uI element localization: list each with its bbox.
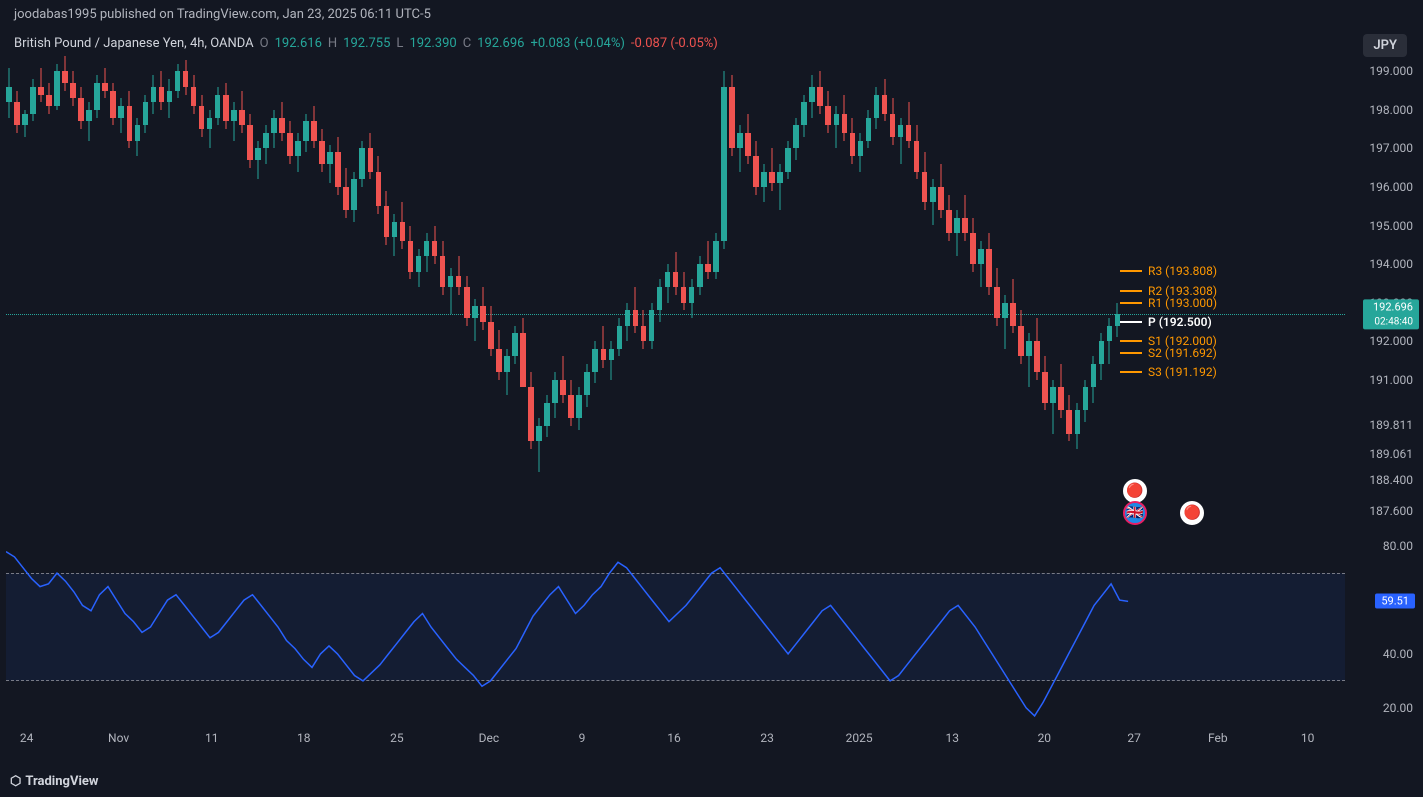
price-tick: 196.000 <box>1369 180 1413 194</box>
time-tick: 11 <box>205 731 219 745</box>
time-tick: 13 <box>946 731 960 745</box>
change-pos: +0.083 (+0.04%) <box>530 36 624 51</box>
price-tick: 199.000 <box>1369 64 1413 78</box>
time-tick: 20 <box>1038 731 1052 745</box>
ohlc-low: 192.390 <box>409 36 456 51</box>
time-tick: 16 <box>667 731 681 745</box>
price-tick: 197.000 <box>1369 141 1413 155</box>
time-tick: Nov <box>108 731 129 745</box>
pivot-level: R3 (193.808) <box>1120 264 1217 278</box>
symbol-name: British Pound / Japanese Yen, 4h, OANDA <box>14 36 254 51</box>
time-tick: 23 <box>760 731 774 745</box>
symbol-info: British Pound / Japanese Yen, 4h, OANDA … <box>14 36 718 51</box>
price-tick: 187.600 <box>1369 504 1413 518</box>
event-flag-icon: 🔴 <box>1180 501 1204 525</box>
time-tick: Feb <box>1208 731 1228 745</box>
price-tick: 191.000 <box>1369 373 1413 387</box>
change-neg: -0.087 (-0.05%) <box>631 36 718 51</box>
tv-icon: ⬡ <box>10 774 21 789</box>
time-tick: 27 <box>1127 731 1141 745</box>
price-tick: 195.000 <box>1369 219 1413 233</box>
chart-area[interactable]: 199.000198.000197.000196.000195.000194.0… <box>6 56 1345 729</box>
current-price-badge: 192.69602:48:40 <box>1363 300 1419 329</box>
price-pane[interactable]: 199.000198.000197.000196.000195.000194.0… <box>6 56 1345 526</box>
tradingview-logo: ⬡ TradingView <box>10 774 98 789</box>
time-tick: 24 <box>20 731 34 745</box>
ohlc-open: 192.616 <box>275 36 322 51</box>
time-axis[interactable]: 24 Nov 11 18 25 Dec 9 16 23 2025 13 20 27 Feb 10 <box>6 731 1345 751</box>
price-tick: 192.000 <box>1369 334 1413 348</box>
publish-text: joodabas1995 published on TradingView.co… <box>14 7 431 22</box>
pivot-level: P (192.500) <box>1120 315 1212 329</box>
pivot-level: S2 (191.692) <box>1120 346 1217 360</box>
ohlc-close: 192.696 <box>477 36 524 51</box>
rsi-y-axis[interactable]: 80.00 40.00 20.00 <box>1347 530 1417 724</box>
price-tick: 188.400 <box>1369 473 1413 487</box>
time-tick: 2025 <box>846 731 873 745</box>
price-tick: 198.000 <box>1369 103 1413 117</box>
rsi-tick: 20.00 <box>1383 701 1413 715</box>
pivot-level: R1 (193.000) <box>1120 296 1217 310</box>
event-flag-icon: 🇬🇧 <box>1123 501 1147 525</box>
time-tick: 25 <box>390 731 404 745</box>
rsi-tick: 40.00 <box>1383 647 1413 661</box>
rsi-value-badge: 59.51 <box>1375 594 1415 609</box>
event-flag-icon: 🔴 <box>1123 479 1147 503</box>
pivot-level: S3 (191.192) <box>1120 365 1217 379</box>
rsi-tick: 80.00 <box>1383 539 1413 553</box>
currency-badge[interactable]: JPY <box>1363 34 1407 57</box>
price-y-axis[interactable]: 199.000 198.000 197.000 196.000 195.000 194.0… <box>1347 56 1417 526</box>
time-tick: 10 <box>1301 731 1315 745</box>
rsi-pane[interactable]: 80.0040.0020.00 59.51 <box>6 530 1345 724</box>
price-tick: 194.000 <box>1369 257 1413 271</box>
price-tick: 189.061 <box>1369 447 1413 461</box>
rsi-line <box>6 530 1345 724</box>
ohlc-high: 192.755 <box>343 36 390 51</box>
publish-header: joodabas1995 published on TradingView.co… <box>0 0 1423 28</box>
time-tick: 18 <box>297 731 311 745</box>
time-tick: 9 <box>579 731 586 745</box>
price-tick: 189.811 <box>1369 418 1413 432</box>
time-tick: Dec <box>479 731 500 745</box>
